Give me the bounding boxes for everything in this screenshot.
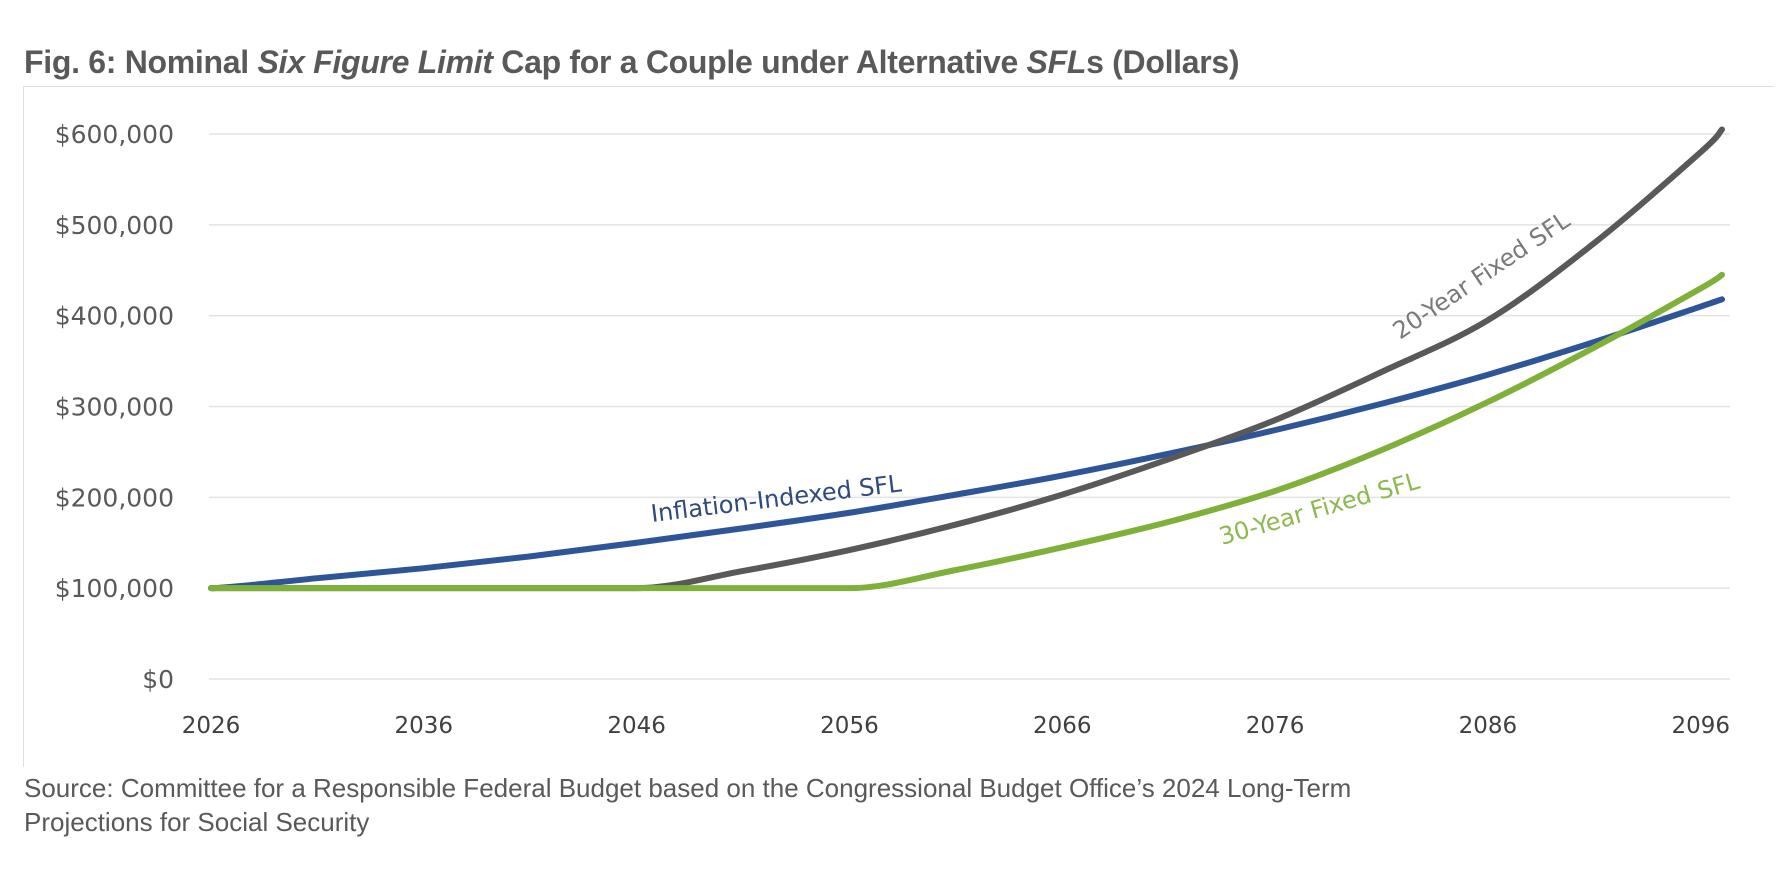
title-text: Fig. 6: Nominal — [24, 44, 258, 80]
x-tick-label: 2066 — [1033, 713, 1092, 739]
series-line-30-year-fixed-sfl — [208, 271, 1725, 592]
x-tick-label: 2036 — [395, 713, 454, 739]
title-text: s (Dollars) — [1086, 44, 1240, 80]
series-line-20-year-fixed-sfl — [208, 126, 1725, 592]
source-note-line-1: Source: Committee for a Responsible Fede… — [24, 773, 1352, 803]
series-line-inflation-indexed-sfl — [208, 296, 1725, 592]
series-label-inflation-indexed: Inflation-Indexed SFL — [649, 469, 903, 528]
title-text: Cap for a Couple under Alternative — [492, 44, 1027, 80]
title-italic-text: SFL — [1026, 44, 1087, 80]
chart-area — [23, 86, 1774, 767]
x-tick-label: 2086 — [1459, 713, 1518, 739]
x-tick-label: 2096 — [1671, 713, 1730, 739]
y-tick-label: $200,000 — [55, 483, 174, 512]
y-tick-label: $100,000 — [55, 574, 174, 603]
x-tick-label: 2046 — [607, 713, 666, 739]
y-tick-label: $0 — [142, 665, 174, 694]
title-italic-text: Six Figure Limit — [257, 44, 493, 80]
x-tick-label: 2056 — [820, 713, 879, 739]
chart-title: Fig. 6: Nominal Six Figure Limit Cap for… — [24, 44, 1240, 81]
source-note-line-2: Projections for Social Security — [24, 807, 370, 837]
x-tick-label: 2076 — [1246, 713, 1305, 739]
series-label-30-year-fixed: 30-Year Fixed SFL — [1216, 467, 1423, 551]
y-tick-label: $400,000 — [55, 302, 174, 331]
y-tick-label: $300,000 — [55, 393, 174, 422]
y-tick-label: $500,000 — [55, 211, 174, 240]
x-tick-label: 2026 — [182, 713, 241, 739]
y-tick-label: $600,000 — [55, 120, 174, 149]
